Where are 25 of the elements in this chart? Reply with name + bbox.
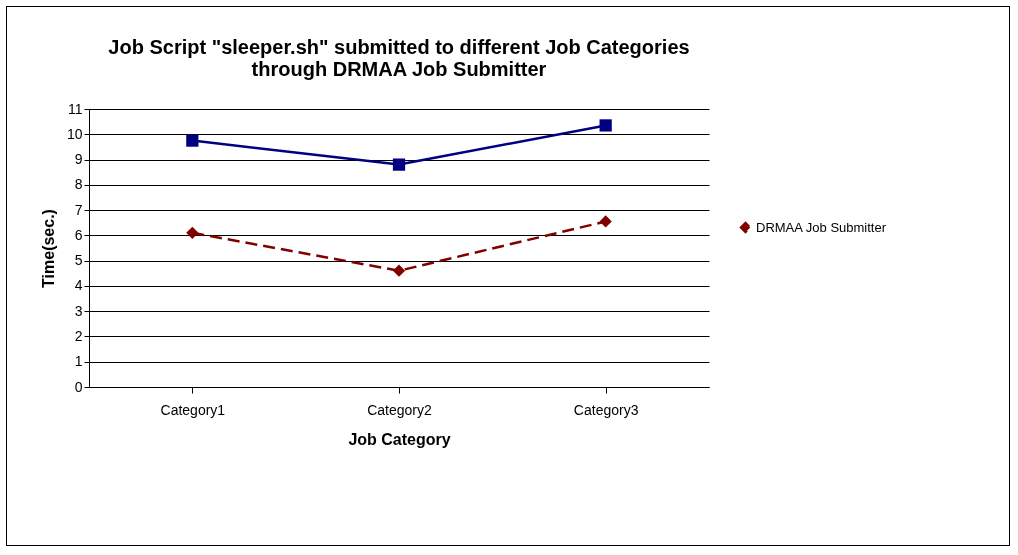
- point: [599, 119, 612, 132]
- legend-label: DRMAA Job Submitter: [756, 219, 887, 235]
- y-tick-label: 1: [74, 353, 83, 370]
- y-tick-label: 10: [66, 125, 83, 142]
- y-tick-label: 9: [74, 151, 83, 168]
- y-tick-label: 7: [74, 201, 83, 218]
- point: [392, 158, 406, 171]
- point: [392, 264, 406, 277]
- y-axis-title: Time(sec.): [39, 209, 57, 288]
- y-tick-label: 6: [74, 226, 83, 243]
- point: [186, 226, 199, 239]
- y-tick-label: 0: [74, 378, 83, 395]
- point: [186, 134, 199, 147]
- y-tick-label: 2: [74, 327, 83, 344]
- y-tick-label: 11: [67, 100, 83, 117]
- y-tick-label: 4: [74, 277, 83, 294]
- x-tick-label: Category3: [573, 401, 639, 418]
- x-tick-label: Category2: [367, 401, 433, 418]
- y-tick-label: 8: [74, 176, 83, 193]
- y-tick-label: 5: [74, 252, 83, 269]
- x-axis-title: Job Category: [348, 430, 451, 448]
- x-tick-label: Category1: [160, 401, 226, 418]
- y-tick-label: 3: [74, 302, 83, 319]
- chart-title: Job Script "sleeper.sh" submitted to different Job Categories through DRMAA Job Submitter: [108, 36, 690, 80]
- point: [599, 215, 612, 228]
